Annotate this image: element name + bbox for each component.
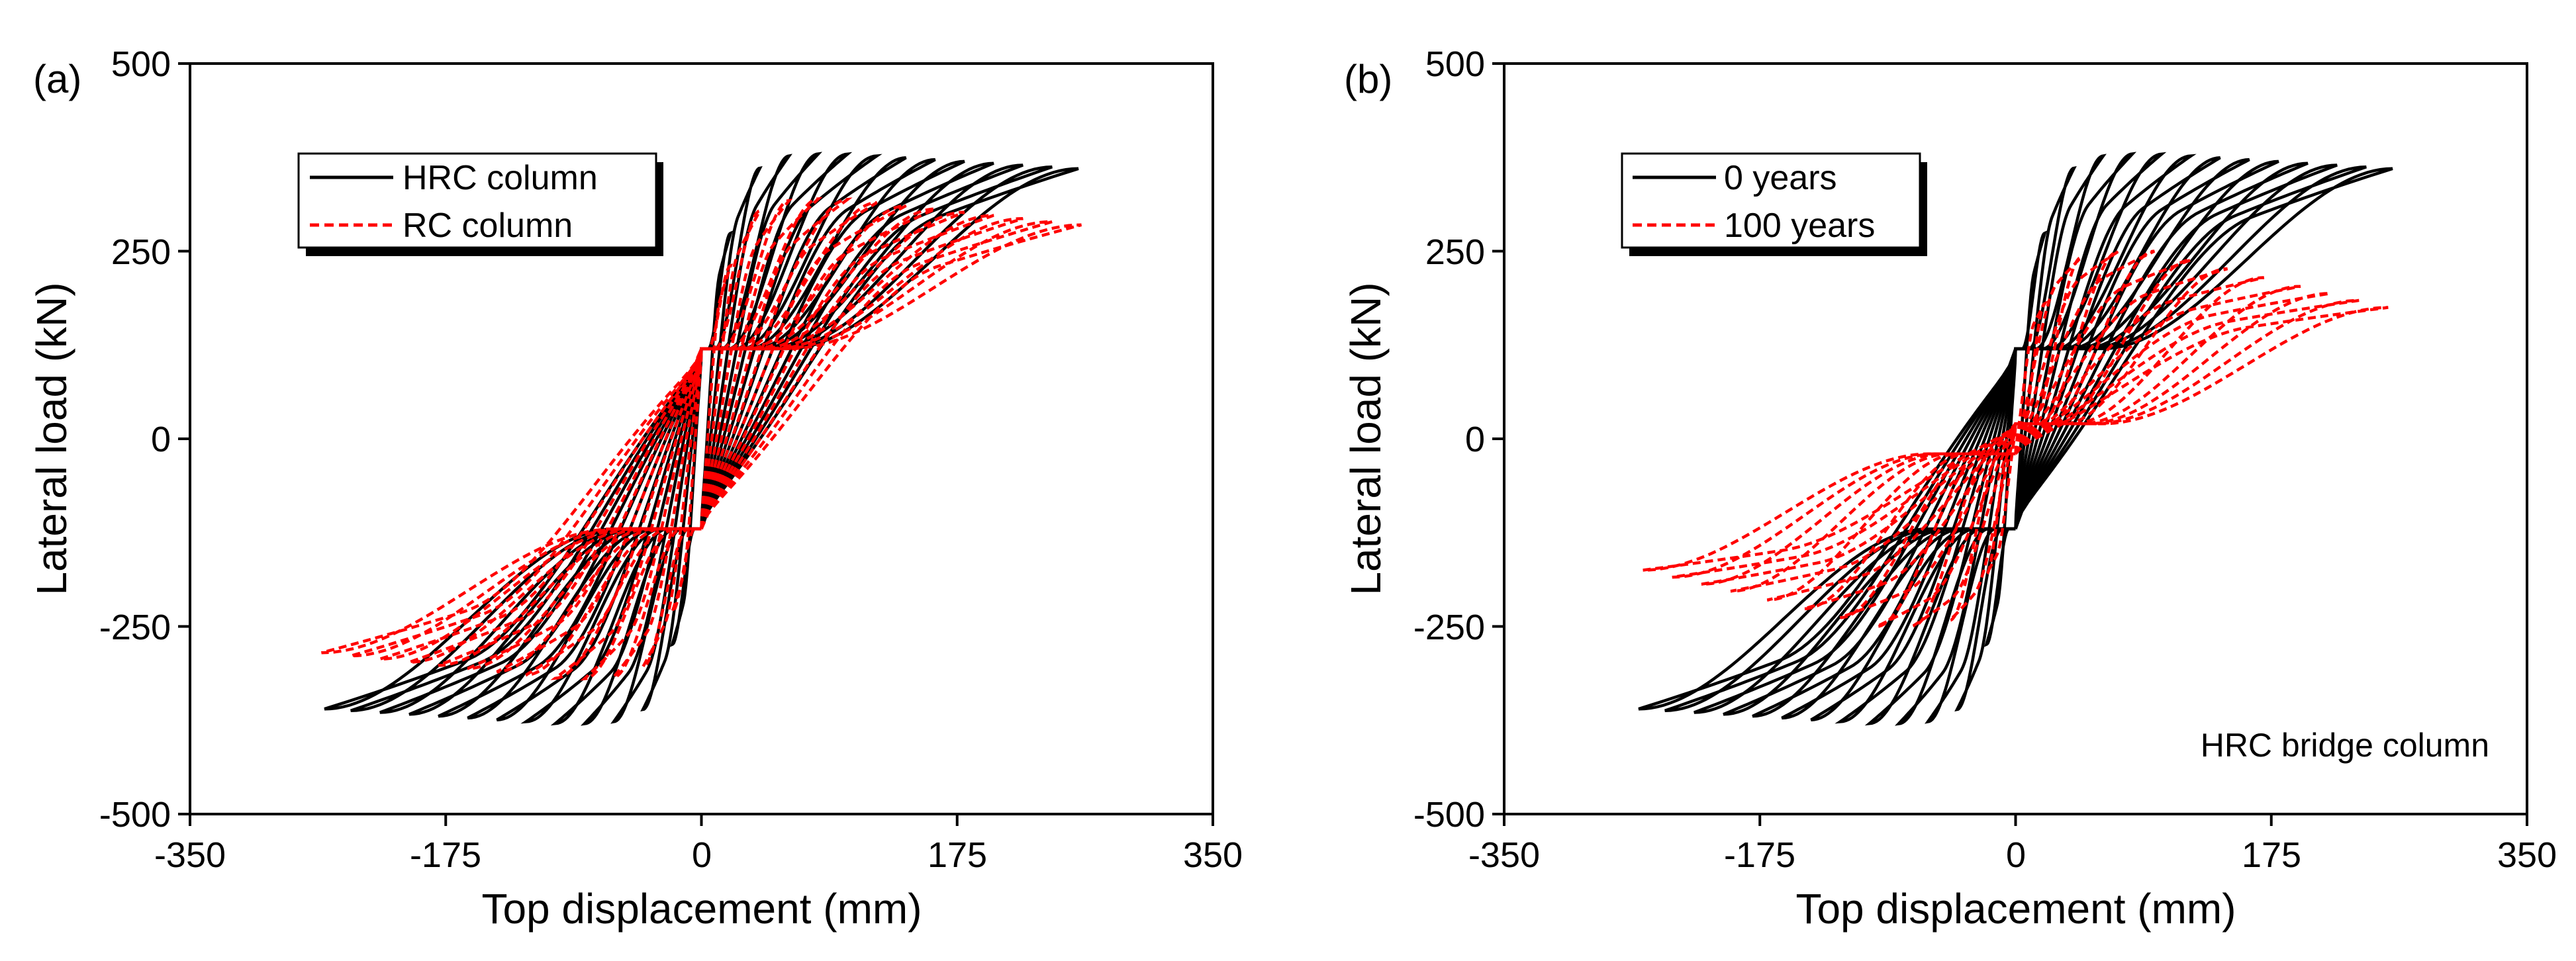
y-axis-title: Lateral load (kN) [28,282,75,595]
x-tick-label: 175 [2242,835,2301,875]
y-tick-label: 500 [1425,44,1485,84]
y-tick-label: 250 [111,232,171,272]
legend-box [297,152,657,249]
legend-label-rc-column: RC column [403,206,573,245]
x-tick-label: -350 [154,835,226,875]
x-tick-label: 350 [2497,835,2557,875]
y-tick-label: -500 [99,795,171,835]
y-tick-label: 0 [151,420,171,459]
legend-box [1621,152,1921,249]
axis-ticks-b [1492,62,2528,826]
panel-b: (b) -350 -175 0 175 350 -500 -250 0 250 … [1342,44,2557,933]
y-tick-label: -500 [1413,795,1485,835]
hysteresis-loop [438,210,965,667]
x-tick-label: -175 [1724,835,1795,875]
panel-label-a: (a) [33,57,81,101]
x-tick-label: 0 [692,835,712,875]
hysteresis-loop [321,223,1082,655]
y-axis-title: Lateral load (kN) [1342,282,1390,595]
x-tick-label: 350 [1183,835,1243,875]
legend-label-100-years: 100 years [1724,206,1875,245]
annotation-hrc-bridge-column: HRC bridge column [2201,727,2489,764]
hysteresis-loop [379,216,1024,661]
hysteresis-loop [1912,250,2119,627]
legend-label-hrc-column: HRC column [403,159,598,197]
y-tick-label: 250 [1425,232,1485,272]
y-tick-label: -250 [1413,608,1485,647]
hysteresis-loop [350,220,1053,658]
panel-a: (a) -350 -175 0 175 350 -500 -250 0 250 … [28,44,1243,933]
y-tick-label: 0 [1465,420,1485,459]
legend-b: 0 years 100 years [1621,152,1927,256]
hysteresis-loop [640,208,763,669]
series-0-years [1638,152,2393,726]
x-axis-title: Top displacement (mm) [1795,885,2236,933]
y-tick-label: -250 [99,608,171,647]
hysteresis-loop [496,204,907,674]
hysteresis-loop [467,207,936,670]
panel-label-b: (b) [1344,57,1392,101]
series-rc-column [321,197,1082,681]
hysteresis-loop [550,197,853,680]
plot-area-b [1638,152,2393,726]
legend-a: HRC column RC column [297,152,663,256]
x-tick-label: 0 [2006,835,2026,875]
y-tick-label: 500 [111,44,171,84]
hysteresis-loop [1643,306,2389,572]
hysteresis-loop [1701,292,2330,586]
hysteresis-loop [610,199,793,679]
plot-area-a [321,152,1082,726]
x-tick-label: -175 [410,835,481,875]
x-tick-label: 175 [928,835,987,875]
x-axis-title: Top displacement (mm) [481,885,922,933]
x-tick-label: -350 [1468,835,1540,875]
hysteresis-loop [580,197,823,681]
legend-label-0-years: 0 years [1724,159,1837,197]
hysteresis-loop [1638,167,2393,711]
series-100-years [1643,250,2389,628]
axis-ticks-a [178,62,1214,826]
